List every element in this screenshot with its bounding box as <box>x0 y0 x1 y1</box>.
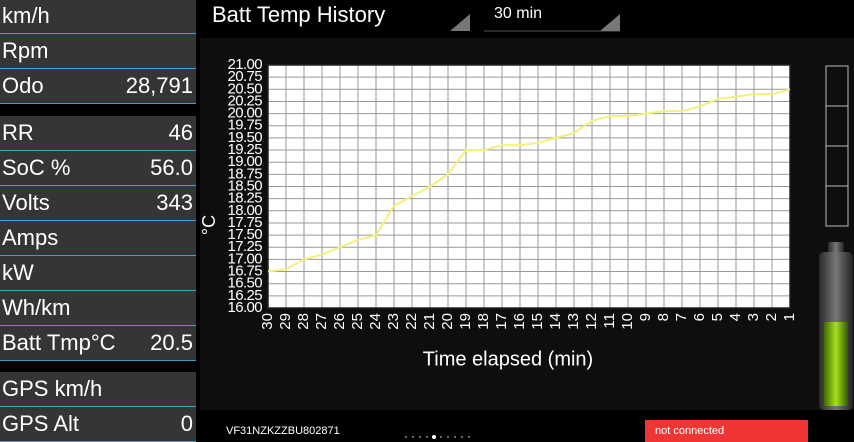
sidebar-label: GPS km/h <box>2 376 103 401</box>
x-tick-label: 11 <box>601 313 618 329</box>
sidebar-label: Wh/km <box>2 295 71 320</box>
y-tick-label: 19.50 <box>227 129 262 146</box>
x-tick-label: 21 <box>421 313 438 330</box>
x-tick-label: 24 <box>367 313 384 330</box>
x-tick-label: 18 <box>475 313 492 330</box>
x-tick-label: 26 <box>331 313 348 330</box>
sidebar-row[interactable]: GPS km/h <box>0 372 196 407</box>
y-tick-label: 17.75 <box>227 214 262 231</box>
y-tick-label: 18.00 <box>227 202 262 219</box>
sidebar-label: kW <box>2 260 34 285</box>
sidebar-value: 20.5 <box>150 330 193 355</box>
sidebar-value: 56.0 <box>150 155 193 180</box>
sidebar-label: Amps <box>2 225 59 250</box>
sidebar-value: 343 <box>156 190 193 215</box>
x-tick-label: 8 <box>655 313 672 321</box>
dropdown-arrow[interactable] <box>450 14 470 31</box>
sidebar-row[interactable]: kW <box>0 256 196 291</box>
x-tick-label: 19 <box>457 313 474 330</box>
x-tick-label: 16 <box>511 313 528 330</box>
range-selector[interactable]: 30 min <box>494 5 542 22</box>
dropdown-arrow[interactable] <box>600 14 620 31</box>
y-tick-label: 17.50 <box>227 226 262 243</box>
y-tick-label: 19.00 <box>227 153 262 170</box>
battery-cap <box>828 242 844 254</box>
x-tick-label: 3 <box>745 313 762 321</box>
sidebar-label: Odo <box>2 73 44 98</box>
x-tick-label: 12 <box>583 313 600 330</box>
y-tick-label: 18.75 <box>227 165 262 182</box>
x-tick-label: 7 <box>673 313 690 321</box>
y-tick-label: 17.25 <box>227 238 262 255</box>
x-tick-label: 9 <box>637 313 654 321</box>
y-tick-label: 21.00 <box>227 56 262 73</box>
sidebar-row[interactable]: SoC % 56.0 <box>0 151 196 186</box>
sidebar-row[interactable]: Rpm <box>0 34 196 69</box>
sidebar-value: 0 <box>180 411 193 436</box>
sidebar-row[interactable]: RR 46 <box>0 116 196 151</box>
y-tick-label: 16.00 <box>227 299 262 316</box>
battery-icon <box>819 242 853 410</box>
y-tick-label: 19.25 <box>227 141 262 158</box>
x-tick-label: 28 <box>295 313 312 330</box>
y-axis-label: °C <box>199 215 219 235</box>
sidebar-label: SoC % <box>2 155 71 180</box>
x-tick-label: 15 <box>529 313 546 330</box>
signal-bars <box>825 65 849 227</box>
y-tick-label: 20.00 <box>227 105 262 122</box>
sidebar-label: Rpm <box>2 38 49 63</box>
sidebar-value: 28,791 <box>125 73 193 98</box>
y-tick-label: 20.25 <box>227 92 262 109</box>
sidebar-label: Batt Tmp°C <box>2 330 116 355</box>
chart-title: Batt Temp History <box>212 2 385 27</box>
plot-border <box>267 64 791 309</box>
sidebar-label: Volts <box>2 190 50 215</box>
sidebar-row[interactable]: Amps <box>0 221 196 256</box>
x-tick-label: 20 <box>439 313 456 330</box>
x-tick-label: 25 <box>349 313 366 330</box>
x-tick-label: 13 <box>565 313 582 330</box>
x-tick-label: 6 <box>691 313 708 321</box>
x-tick-label: 27 <box>313 313 330 330</box>
vin: VF31NZKZZBU802871 <box>226 425 340 437</box>
data-line <box>267 88 791 273</box>
x-tick-label: 14 <box>547 313 564 330</box>
x-tick-label: 17 <box>493 313 510 330</box>
y-tick-label: 19.75 <box>227 117 262 134</box>
x-tick-label: 2 <box>763 313 780 321</box>
x-tick-label: 10 <box>619 313 636 330</box>
y-tick-label: 16.50 <box>227 275 262 292</box>
status: not connected <box>655 425 724 437</box>
sidebar-value: 46 <box>168 120 193 145</box>
sidebar-row[interactable]: Volts 343 <box>0 186 196 221</box>
y-tick-label: 17.00 <box>227 250 262 267</box>
x-tick-label: 1 <box>781 313 798 321</box>
x-tick-label: 29 <box>277 313 294 330</box>
y-tick-label: 20.75 <box>227 68 262 85</box>
sidebar-label: RR <box>2 120 34 145</box>
x-tick-label: 4 <box>727 313 744 321</box>
sidebar-label: GPS Alt <box>2 411 80 436</box>
status-box <box>645 420 808 442</box>
sidebar-row[interactable]: Odo 28,791 <box>0 69 196 104</box>
y-tick-label: 16.75 <box>227 263 262 280</box>
x-axis-label: Time elapsed (min) <box>423 348 593 370</box>
x-tick-label: 23 <box>385 313 402 330</box>
x-tick-label: 22 <box>403 313 420 330</box>
x-tick-label: 30 <box>259 313 276 330</box>
sidebar-row[interactable]: km/h <box>0 0 196 34</box>
sidebar-row[interactable]: Batt Tmp°C 20.5 <box>0 326 196 361</box>
x-tick-label: 5 <box>709 313 726 321</box>
sidebar-label: km/h <box>2 3 50 28</box>
y-tick-label: 20.50 <box>227 80 262 97</box>
y-tick-label: 18.50 <box>227 177 262 194</box>
sidebar-row[interactable]: Wh/km <box>0 291 196 326</box>
y-tick-label: 18.25 <box>227 190 262 207</box>
page-dots <box>405 435 470 439</box>
sidebar-row[interactable]: GPS Alt 0 <box>0 407 196 442</box>
y-tick-label: 16.25 <box>227 287 262 304</box>
battery-fill <box>824 322 848 406</box>
